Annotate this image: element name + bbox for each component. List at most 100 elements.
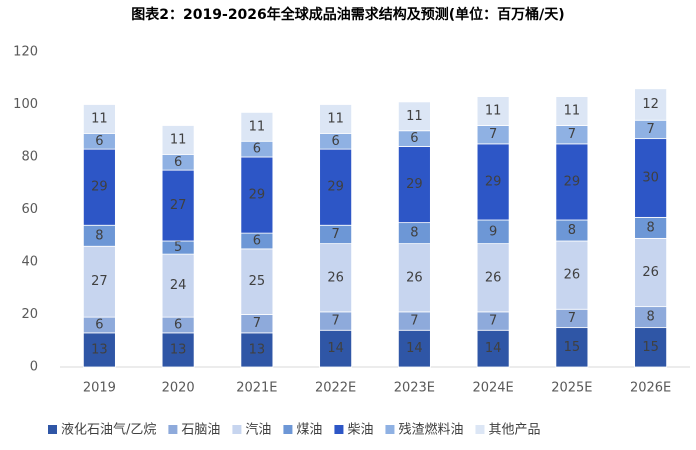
- data-label: 26: [564, 268, 581, 283]
- bar-segment: [476, 143, 510, 221]
- x-tick-label: 2025E: [551, 381, 592, 396]
- data-label: 13: [170, 342, 187, 357]
- data-label: 11: [485, 104, 502, 119]
- x-tick-label: 2022E: [315, 381, 356, 396]
- data-label: 12: [642, 97, 659, 112]
- data-label: 7: [331, 314, 339, 329]
- data-label: 8: [568, 223, 576, 238]
- data-label: 7: [489, 127, 497, 142]
- y-tick-label: 0: [30, 360, 38, 375]
- bar-segment: [240, 111, 274, 142]
- data-label: 14: [406, 341, 423, 356]
- bar-segment: [397, 146, 431, 224]
- data-label: 11: [91, 111, 108, 126]
- x-tick-label: 2021E: [236, 381, 277, 396]
- data-label: 6: [253, 234, 261, 249]
- legend-label: 柴油: [347, 423, 373, 438]
- y-tick-label: 20: [21, 307, 38, 322]
- data-label: 6: [410, 131, 418, 146]
- legend-swatch: [283, 425, 293, 434]
- data-label: 15: [642, 340, 659, 355]
- data-label: 13: [249, 342, 266, 357]
- bar-segment: [82, 332, 116, 368]
- bar-segment: [634, 327, 668, 368]
- data-label: 11: [406, 109, 423, 124]
- bar-segment: [319, 148, 353, 226]
- legend-swatch: [232, 425, 242, 434]
- bar-segment: [397, 101, 431, 132]
- data-label: 14: [327, 341, 344, 356]
- data-label: 15: [564, 340, 581, 355]
- x-tick-label: 2026E: [630, 381, 671, 396]
- data-label: 26: [642, 265, 659, 280]
- data-label: 29: [91, 180, 108, 195]
- data-label: 24: [170, 278, 187, 293]
- data-label: 6: [331, 134, 339, 149]
- y-tick-label: 40: [21, 255, 38, 270]
- bar-segment: [634, 88, 668, 121]
- data-label: 11: [564, 104, 581, 119]
- data-label: 6: [174, 318, 182, 333]
- data-label: 9: [489, 224, 497, 239]
- data-label: 11: [170, 132, 187, 147]
- legend-label: 石脑油: [181, 423, 220, 438]
- data-label: 7: [489, 314, 497, 329]
- bar-segment: [555, 240, 589, 310]
- bar-segment: [397, 329, 431, 368]
- bar-segment: [634, 138, 668, 218]
- data-label: 7: [646, 122, 654, 137]
- bar-segment: [319, 243, 353, 313]
- data-label: 8: [646, 310, 654, 325]
- data-label: 27: [91, 274, 108, 289]
- data-label: 11: [327, 111, 344, 126]
- data-label: 8: [410, 226, 418, 241]
- y-tick-label: 80: [21, 150, 38, 165]
- bar-segment: [397, 243, 431, 313]
- bar-segment: [319, 329, 353, 368]
- data-label: 13: [91, 342, 108, 357]
- data-label: 7: [568, 127, 576, 142]
- legend-swatch: [168, 425, 178, 434]
- bar-segment: [240, 156, 274, 234]
- data-label: 26: [327, 270, 344, 285]
- data-label: 30: [642, 171, 659, 186]
- x-tick-label: 2024E: [472, 381, 513, 396]
- y-tick-label: 120: [13, 45, 38, 60]
- x-tick-label: 2020: [162, 381, 195, 396]
- y-tick-label: 60: [21, 202, 38, 217]
- legend-swatch: [475, 425, 485, 434]
- data-label: 26: [406, 270, 423, 285]
- data-label: 7: [253, 316, 261, 331]
- bar-segment: [82, 148, 116, 226]
- data-label: 29: [406, 177, 423, 192]
- data-label: 29: [564, 174, 581, 189]
- chart-title: 图表2：2019-2026年全球成品油需求结构及预测(单位：百万桶/天): [131, 6, 564, 23]
- legend-label: 煤油: [296, 423, 322, 438]
- legend-label: 残渣燃料油: [398, 422, 463, 438]
- data-label: 7: [410, 314, 418, 329]
- bar-segment: [476, 96, 510, 126]
- data-label: 29: [327, 180, 344, 195]
- data-label: 11: [249, 119, 266, 134]
- y-tick-label: 100: [13, 97, 38, 112]
- data-label: 6: [174, 155, 182, 170]
- data-label: 8: [646, 220, 654, 235]
- data-label: 25: [249, 274, 266, 289]
- bar-segment: [82, 104, 116, 134]
- data-label: 6: [95, 134, 103, 149]
- bar-segment: [555, 327, 589, 368]
- data-label: 14: [485, 341, 502, 356]
- legend-swatch: [48, 425, 57, 434]
- bar-segment: [82, 245, 116, 318]
- legend-label: 汽油: [245, 423, 271, 438]
- data-label: 7: [331, 227, 339, 242]
- bar-segment: [161, 253, 195, 318]
- legend-swatch: [334, 425, 344, 434]
- bar-segment: [634, 237, 668, 308]
- data-label: 5: [174, 240, 182, 255]
- bar-segment: [319, 104, 353, 134]
- legend-label: 液化石油气/乙烷: [61, 422, 156, 438]
- x-tick-label: 2019: [83, 381, 116, 396]
- x-tick-label: 2023E: [394, 381, 435, 396]
